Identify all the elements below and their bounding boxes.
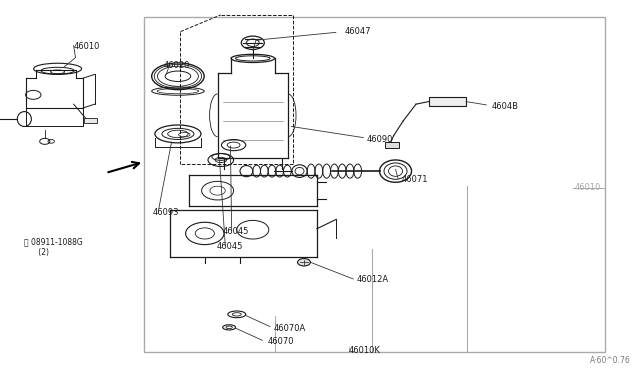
Text: 46010: 46010 <box>74 42 100 51</box>
Text: 46020: 46020 <box>163 61 189 70</box>
Text: 46093: 46093 <box>152 208 179 217</box>
Text: 46071: 46071 <box>401 175 428 184</box>
Text: 46090: 46090 <box>367 135 393 144</box>
Text: 46070: 46070 <box>268 337 294 346</box>
Bar <box>385 142 399 148</box>
Text: 46070A: 46070A <box>274 324 306 333</box>
Text: 46010: 46010 <box>575 183 601 192</box>
Text: A·60^0.76: A·60^0.76 <box>589 356 630 365</box>
Bar <box>144 17 605 352</box>
Circle shape <box>298 259 310 266</box>
Text: 4604B: 4604B <box>492 102 518 110</box>
Text: 46012A: 46012A <box>357 275 389 284</box>
Circle shape <box>186 222 224 245</box>
Bar <box>84 118 97 123</box>
Text: 46047: 46047 <box>344 27 371 36</box>
Text: 46010K: 46010K <box>349 346 381 355</box>
Bar <box>429 97 466 106</box>
Text: Ⓝ 08911-1088G
      (2): Ⓝ 08911-1088G (2) <box>24 238 83 257</box>
Text: 46045: 46045 <box>216 242 243 251</box>
Text: 46045: 46045 <box>223 227 249 236</box>
Circle shape <box>237 220 269 239</box>
